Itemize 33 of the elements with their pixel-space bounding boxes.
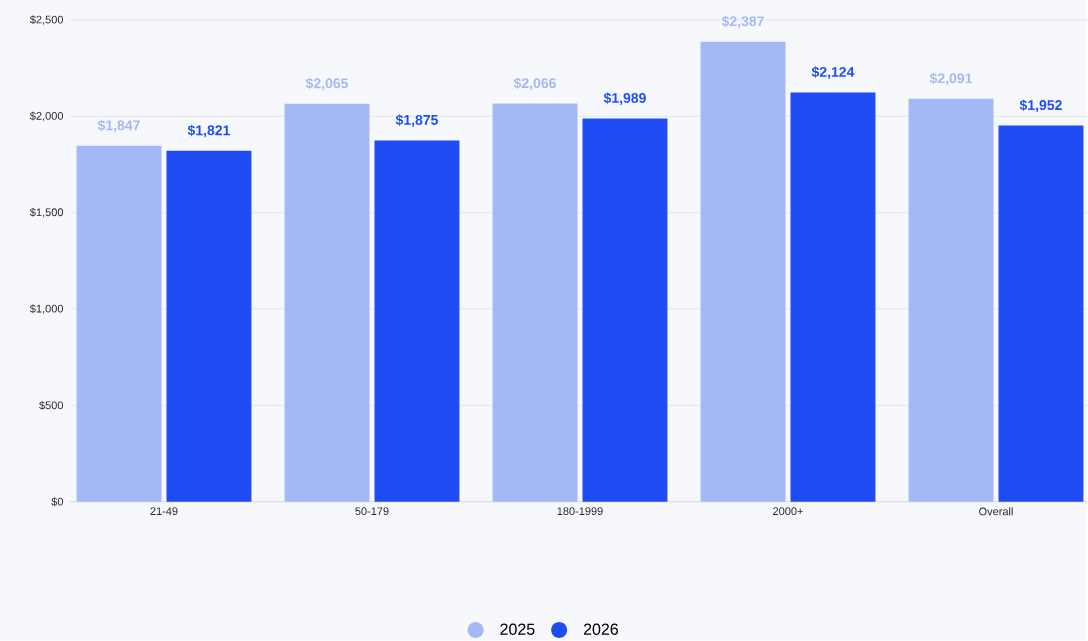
bar bbox=[700, 41, 786, 502]
bar bbox=[908, 98, 994, 502]
bar bbox=[284, 103, 370, 502]
x-tick-label: 2000+ bbox=[773, 507, 803, 516]
legend-label: 2026 bbox=[583, 623, 618, 636]
y-tick-label: $1,500 bbox=[29, 208, 64, 218]
bar bbox=[374, 140, 460, 502]
y-tick-label: $2,500 bbox=[29, 15, 64, 25]
data-label: $1,989 bbox=[603, 92, 646, 106]
data-label: $2,124 bbox=[811, 66, 855, 80]
y-tick-label: $2,000 bbox=[29, 111, 64, 122]
data-label: $1,821 bbox=[187, 124, 230, 138]
legend-label: 2025 bbox=[500, 623, 535, 636]
y-tick-label: $1,000 bbox=[29, 304, 64, 314]
bar bbox=[998, 125, 1084, 502]
data-label: $2,387 bbox=[721, 15, 764, 29]
x-tick-label: 50-179 bbox=[355, 507, 389, 516]
x-tick-label: 21-49 bbox=[150, 507, 178, 516]
y-tick-label: $0 bbox=[51, 497, 64, 507]
y-tick-label: $500 bbox=[39, 401, 64, 411]
data-label: $1,875 bbox=[395, 114, 438, 128]
x-tick-label: 180-1999 bbox=[557, 507, 603, 516]
data-label: $2,065 bbox=[305, 77, 349, 91]
x-tick-label: Overall bbox=[979, 507, 1013, 516]
bar bbox=[790, 92, 876, 502]
bar bbox=[166, 150, 252, 502]
bar bbox=[582, 118, 668, 502]
data-label: $2,066 bbox=[513, 77, 556, 91]
data-label: $1,847 bbox=[97, 119, 140, 133]
bar bbox=[76, 145, 162, 502]
data-label: $2,091 bbox=[929, 72, 973, 86]
data-label: $1,952 bbox=[1019, 99, 1062, 113]
bar bbox=[492, 103, 578, 502]
